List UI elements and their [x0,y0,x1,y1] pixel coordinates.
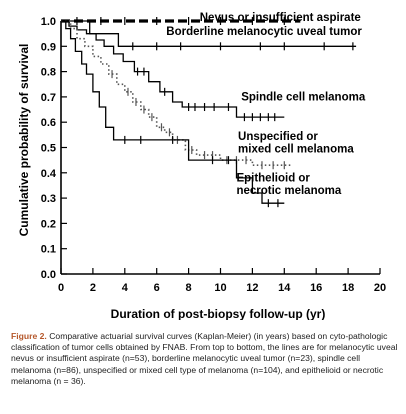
series-3 [61,20,285,122]
y-tick-label: 0.6 [41,117,56,129]
x-tick-label: 6 [154,282,160,294]
y-tick-label: 0.1 [41,244,56,256]
series-5-label: Epithelioid or necrotic melanoma [236,173,341,198]
x-tick-label: 18 [342,282,354,294]
series-3-label: Spindle cell melanoma [241,92,366,104]
x-tick-label: 0 [58,282,64,294]
x-tick-label: 20 [374,282,386,294]
x-tick-label: 2 [90,282,96,294]
series-2-label-line: Borderline melanocytic uveal tumor [166,26,362,38]
y-tick-label: 1.0 [41,16,56,28]
series-1 [61,17,301,25]
x-tick-label: 12 [246,282,258,294]
series-5-curve [61,20,285,204]
series-5 [61,20,285,208]
y-tick-label: 0.4 [41,168,57,180]
series-1-label: Nevus or insufficient aspirate [200,12,361,24]
figure-label: Figure 2. [11,331,47,341]
x-tick-label: 8 [186,282,192,294]
y-tick-label: 0.9 [41,41,56,53]
x-tick-label: 14 [278,282,291,294]
y-tick-label: 0.2 [41,218,56,230]
x-tick-label: 4 [122,282,129,294]
figure-caption: Figure 2. Comparative actuarial survival… [11,331,399,387]
series-2 [61,20,357,51]
chart-series-labels: Nevus or insufficient aspirate Borderline… [166,12,366,197]
series-1-label-line: Nevus or insufficient aspirate [200,12,361,24]
y-tick-label: 0.5 [41,143,56,155]
series-4 [61,20,293,170]
series-5-label-line: necrotic melanoma [236,185,341,197]
y-tick-label: 0.0 [41,269,56,281]
chart-series [61,17,357,208]
series-5-label-line: Epithelioid or [236,173,310,185]
series-3-label-line: Spindle cell melanoma [241,92,366,104]
y-axis-title: Cumulative probability of survival [17,44,31,237]
series-4-label-line: Unspecified or [238,131,318,143]
survival-chart: 0 2 4 6 8 10 12 14 16 18 20 0.0 0.1 0.2 0.3 0.4 0.5 0.6 0.… [17,12,386,320]
chart-axes: 0 2 4 6 8 10 12 14 16 18 20 0.0 0.1 0.2 0.3 0.4 0.5 0.6 0.… [41,16,386,294]
series-3-curve [61,20,285,118]
series-4-label: Unspecified or mixed cell melanoma [238,131,354,156]
y-tick-label: 0.8 [41,67,56,79]
series-4-curve [61,20,293,166]
figure-caption-text: Comparative actuarial survival curves (K… [11,331,398,386]
y-tick-label: 0.7 [41,92,56,104]
y-tick-label: 0.3 [41,193,56,205]
x-tick-label: 16 [310,282,322,294]
series-4-label-line: mixed cell melanoma [238,143,354,155]
x-tick-label: 10 [214,282,226,294]
x-axis-title: Duration of post-biopsy follow-up (yr) [111,307,326,320]
series-2-curve [61,20,357,47]
series-2-label: Borderline melanocytic uveal tumor [166,26,362,38]
